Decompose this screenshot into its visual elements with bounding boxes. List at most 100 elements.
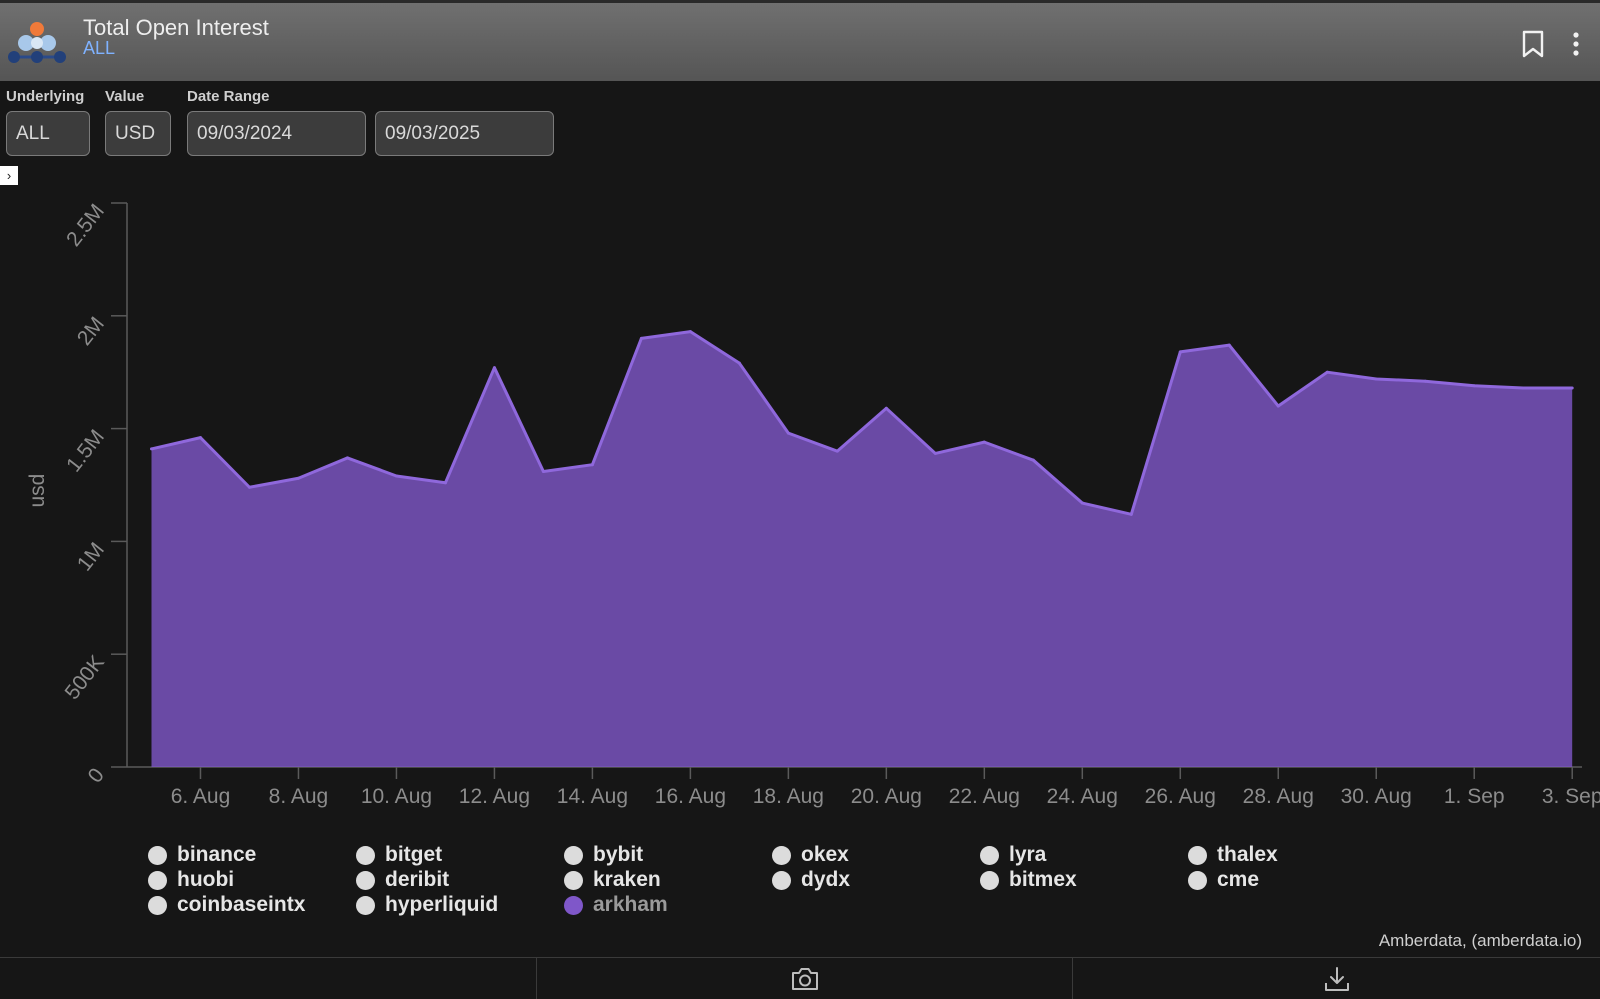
x-tick-label: 12. Aug (459, 785, 530, 808)
legend-marker (1188, 870, 1207, 890)
data-point (1570, 386, 1574, 390)
data-point (492, 366, 496, 370)
legend-label: dydx (801, 868, 851, 891)
legend-item-bybit[interactable]: bybit (564, 843, 643, 867)
y-tick-label: 2M (73, 313, 109, 350)
legend-item-hyperliquid[interactable]: hyperliquid (356, 893, 498, 917)
data-point (296, 476, 300, 480)
date-range-label: Date Range (187, 88, 270, 105)
legend-item-huobi[interactable]: huobi (148, 868, 234, 892)
footer-divider (1072, 958, 1073, 999)
legend-label: lyra (1009, 843, 1047, 866)
bookmark-button[interactable] (1518, 27, 1548, 61)
value-label: Value (105, 88, 145, 105)
x-tick-label: 8. Aug (269, 785, 329, 808)
underlying-select[interactable]: ALL (6, 111, 90, 156)
y-axis-label: usd (26, 474, 49, 508)
date-end-input[interactable]: 09/03/2025 (375, 111, 554, 156)
data-point (737, 361, 741, 365)
data-point (786, 431, 790, 435)
data-point (149, 447, 153, 451)
legend-marker (148, 895, 167, 915)
legend-label: huobi (177, 868, 235, 891)
legend-marker (356, 895, 375, 915)
vertical-ellipsis-icon (1573, 32, 1579, 56)
y-tick-label: 2.5M (62, 200, 109, 251)
legend-item-cme[interactable]: cme (1188, 868, 1259, 892)
data-point (884, 406, 888, 410)
data-point (835, 449, 839, 453)
legend-label: kraken (593, 868, 661, 891)
legend-item-deribit[interactable]: deribit (356, 868, 449, 892)
data-point (1080, 501, 1084, 505)
chevron-right-icon: › (6, 168, 12, 183)
data-point (541, 469, 545, 473)
data-point (198, 436, 202, 440)
legend-item-thalex[interactable]: thalex (1188, 843, 1278, 867)
legend-item-bitget[interactable]: bitget (356, 843, 442, 867)
download-button[interactable] (1073, 958, 1600, 999)
download-icon (1324, 967, 1349, 991)
data-point (1276, 404, 1280, 408)
legend-item-lyra[interactable]: lyra (980, 843, 1046, 867)
legend-label: hyperliquid (385, 893, 499, 916)
chart-credit: Amberdata, (amberdata.io) (1378, 931, 1582, 950)
legend-marker (772, 845, 791, 865)
legend-marker (564, 845, 583, 865)
more-options-button[interactable] (1564, 27, 1588, 61)
legend-marker (980, 870, 999, 890)
x-tick-label: 1. Sep (1444, 785, 1505, 808)
data-point (1521, 386, 1525, 390)
y-tick-label: 0 (84, 764, 109, 787)
legend-item-bitmex[interactable]: bitmex (980, 868, 1077, 892)
x-tick-label: 26. Aug (1145, 785, 1216, 808)
legend-label: bybit (593, 843, 644, 866)
bookmark-icon (1522, 30, 1544, 58)
legend-marker (148, 870, 167, 890)
x-tick-label: 6. Aug (171, 785, 231, 808)
open-interest-chart: 0 500K 1M 1.5M 2M 2.5M usd 6. Aug 8. Aug 10. Aug 1… (26, 200, 1600, 808)
legend-label: thalex (1217, 843, 1278, 866)
legend-item-okex[interactable]: okex (772, 843, 849, 867)
widget-title: Total Open Interest (83, 15, 269, 40)
camera-icon (791, 968, 818, 990)
y-tick-label: 1.5M (62, 426, 109, 477)
x-tick-label: 20. Aug (851, 785, 922, 808)
series-area-arkham (151, 331, 1573, 767)
data-point (1374, 377, 1378, 381)
amberdata-logo (8, 22, 66, 63)
footer-divider (536, 958, 537, 999)
legend-item-arkham[interactable]: arkham (564, 893, 668, 917)
data-point (247, 485, 251, 489)
x-tick-label: 28. Aug (1243, 785, 1314, 808)
data-point (345, 456, 349, 460)
data-point (590, 463, 594, 467)
widget-footer (0, 957, 1600, 999)
underlying-label: Underlying (6, 88, 85, 105)
legend-marker (980, 845, 999, 865)
legend-label: binance (177, 843, 257, 866)
data-point (1129, 512, 1133, 516)
legend-marker (772, 870, 791, 890)
legend-item-dydx[interactable]: dydx (772, 868, 850, 892)
legend-item-coinbaseintx[interactable]: coinbaseintx (148, 893, 305, 917)
legend-item-binance[interactable]: binance (148, 843, 256, 867)
x-tick-label: 30. Aug (1341, 785, 1412, 808)
value-select[interactable]: USD (105, 111, 171, 156)
legend-label: bitmex (1009, 868, 1077, 891)
x-tick-label: 3. Sep (1542, 785, 1600, 808)
x-tick-label: 10. Aug (361, 785, 432, 808)
legend-item-kraken[interactable]: kraken (564, 868, 661, 892)
x-tick-label: 14. Aug (557, 785, 628, 808)
widget-header: Total Open Interest ALL (0, 0, 1600, 81)
legend-marker (148, 845, 167, 865)
legend-label: coinbaseintx (177, 893, 306, 916)
screenshot-button[interactable] (537, 958, 1072, 999)
data-point (933, 451, 937, 455)
widget-subtitle: ALL (83, 38, 116, 58)
data-point (1423, 379, 1427, 383)
date-start-input[interactable]: 09/03/2024 (187, 111, 366, 156)
y-tick-label: 1M (73, 538, 109, 575)
expand-panel-toggle[interactable]: › (0, 166, 18, 185)
x-tick-label: 16. Aug (655, 785, 726, 808)
